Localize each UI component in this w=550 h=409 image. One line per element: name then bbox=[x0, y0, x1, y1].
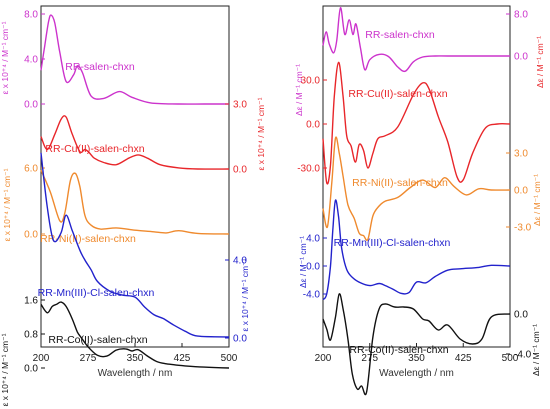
series-label-rr-cu-ii-salen-chxn: RR-Cu(II)-salen-chxn bbox=[348, 88, 447, 100]
y-tick-label: 0.0 bbox=[514, 310, 528, 321]
series-label-rr-mn-iii-cl-salen-chxn: RR-Mn(III)-Cl-salen-chxn bbox=[38, 287, 155, 299]
y-tick-label: 0.8 bbox=[24, 330, 38, 341]
series-line-rr-salen-chxn bbox=[322, 6, 510, 73]
series-line-rr-co-ii-salen-chxn bbox=[40, 301, 230, 369]
y-axis-label: Δε / M⁻¹ cm⁻¹ bbox=[294, 64, 304, 116]
series-line-rr-cu-ii-salen-chxn bbox=[40, 115, 230, 170]
y-axis-label: Δε / M⁻¹ cm⁻¹ bbox=[531, 324, 541, 376]
x-tick-label: 425 bbox=[174, 353, 191, 364]
x-axis-label: Wavelength / nm bbox=[98, 368, 173, 379]
x-tick-label: 275 bbox=[80, 353, 97, 364]
y-tick-label: 0.0 bbox=[514, 186, 528, 197]
series-line-rr-ni-ii-salen-chxn bbox=[322, 136, 511, 241]
x-tick-label: 350 bbox=[127, 353, 144, 364]
y-tick-label: -30.0 bbox=[297, 164, 320, 175]
y-tick-label: -4.0 bbox=[514, 350, 532, 361]
y-tick-label: -4.0 bbox=[303, 290, 321, 301]
series-line-rr-cu-ii-salen-chxn bbox=[322, 61, 511, 185]
series-line-rr-mn-iii-cl-salen-chxn bbox=[40, 152, 230, 338]
y-tick-label: 30.0 bbox=[301, 76, 321, 87]
series-line-rr-co-ii-salen-chxn bbox=[322, 293, 511, 396]
series-label-rr-ni-ii-salen-chxn: RR-Ni(II)-salen-chxn bbox=[40, 233, 136, 245]
series-label-rr-ni-ii-salen-chxn: RR-Ni(II)-salen-chxn bbox=[352, 177, 448, 189]
y-tick-label: 0.0 bbox=[233, 334, 247, 345]
absorption-panel: 200 275 350 425 500 Wavelength / nm 8.0 4.0 0.0 ε… bbox=[0, 5, 266, 406]
y-axis-label: Δε / M⁻¹ cm⁻¹ bbox=[535, 36, 545, 88]
series-label-rr-cu-ii-salen-chxn: RR-Cu(II)-salen-chxn bbox=[45, 143, 144, 155]
y-tick-label: 0.0 bbox=[306, 120, 320, 131]
series-line-rr-salen-chxn bbox=[40, 14, 229, 105]
series-line-rr-mn-iii-cl-salen-chxn bbox=[322, 199, 511, 301]
x-tick-label: 425 bbox=[455, 353, 472, 364]
series-label-rr-co-ii-salen-chxn: RR-Co(II)-salen-chxn bbox=[48, 334, 147, 346]
y-tick-label: 0.0 bbox=[233, 165, 247, 176]
y-axis-label: Δε / M⁻¹ cm⁻¹ bbox=[532, 174, 542, 226]
y-tick-label: 0.0 bbox=[24, 364, 38, 375]
x-axis-label: Wavelength / nm bbox=[379, 368, 454, 379]
y-tick-label: 0.0 bbox=[24, 230, 38, 241]
x-tick-label: 500 bbox=[221, 353, 238, 364]
y-tick-label: -3.0 bbox=[514, 223, 532, 234]
y-axis-label: ε x 10⁺⁴ / M⁻¹ cm⁻¹ bbox=[0, 21, 10, 94]
x-tick-label: 500 bbox=[502, 353, 519, 364]
series-label-rr-mn-iii-cl-salen-chxn: RR-Mn(III)-Cl-salen-chxn bbox=[334, 237, 451, 249]
y-axis-label: ε x 10⁺⁴ / M⁻¹ cm⁻¹ bbox=[0, 333, 10, 406]
y-tick-label: 3.0 bbox=[233, 100, 247, 111]
series-label-rr-salen-chxn: RR-salen-chxn bbox=[65, 61, 135, 73]
y-axis-label: ε x 10⁺⁴ / M⁻¹ cm⁻¹ bbox=[2, 168, 12, 241]
y-tick-label: 4.0 bbox=[306, 234, 320, 245]
y-tick-label: 0.0 bbox=[514, 52, 528, 63]
y-axis-label: ε x 10⁺⁴ / M⁻¹ cm⁻¹ bbox=[256, 97, 266, 170]
y-tick-label: 6.0 bbox=[24, 164, 38, 175]
series-line-rr-ni-ii-salen-chxn bbox=[40, 169, 230, 235]
y-tick-label: 1.6 bbox=[24, 296, 38, 307]
y-tick-label: 4.0 bbox=[24, 55, 38, 66]
x-tick-label: 200 bbox=[33, 353, 50, 364]
y-axis-label: ε x 10⁺⁴ / M⁻¹ cm⁻¹ bbox=[240, 258, 250, 331]
y-tick-label: 3.0 bbox=[514, 149, 528, 160]
series-label-rr-salen-chxn: RR-salen-chxn bbox=[365, 29, 435, 41]
y-tick-label: 8.0 bbox=[24, 10, 38, 21]
y-tick-label: 4.0 bbox=[233, 256, 247, 267]
y-tick-label: 0.0 bbox=[24, 100, 38, 111]
series-label-rr-co-ii-salen-chxn: RR-Co(II)-salen-chxn bbox=[349, 344, 448, 356]
y-tick-label: 8.0 bbox=[514, 10, 528, 21]
y-axis-label: Δε / M⁻¹ cm⁻¹ bbox=[298, 236, 308, 288]
y-tick-label: 0.0 bbox=[306, 262, 320, 273]
x-tick-label: 200 bbox=[315, 353, 332, 364]
x-tick-label: 350 bbox=[408, 353, 425, 364]
